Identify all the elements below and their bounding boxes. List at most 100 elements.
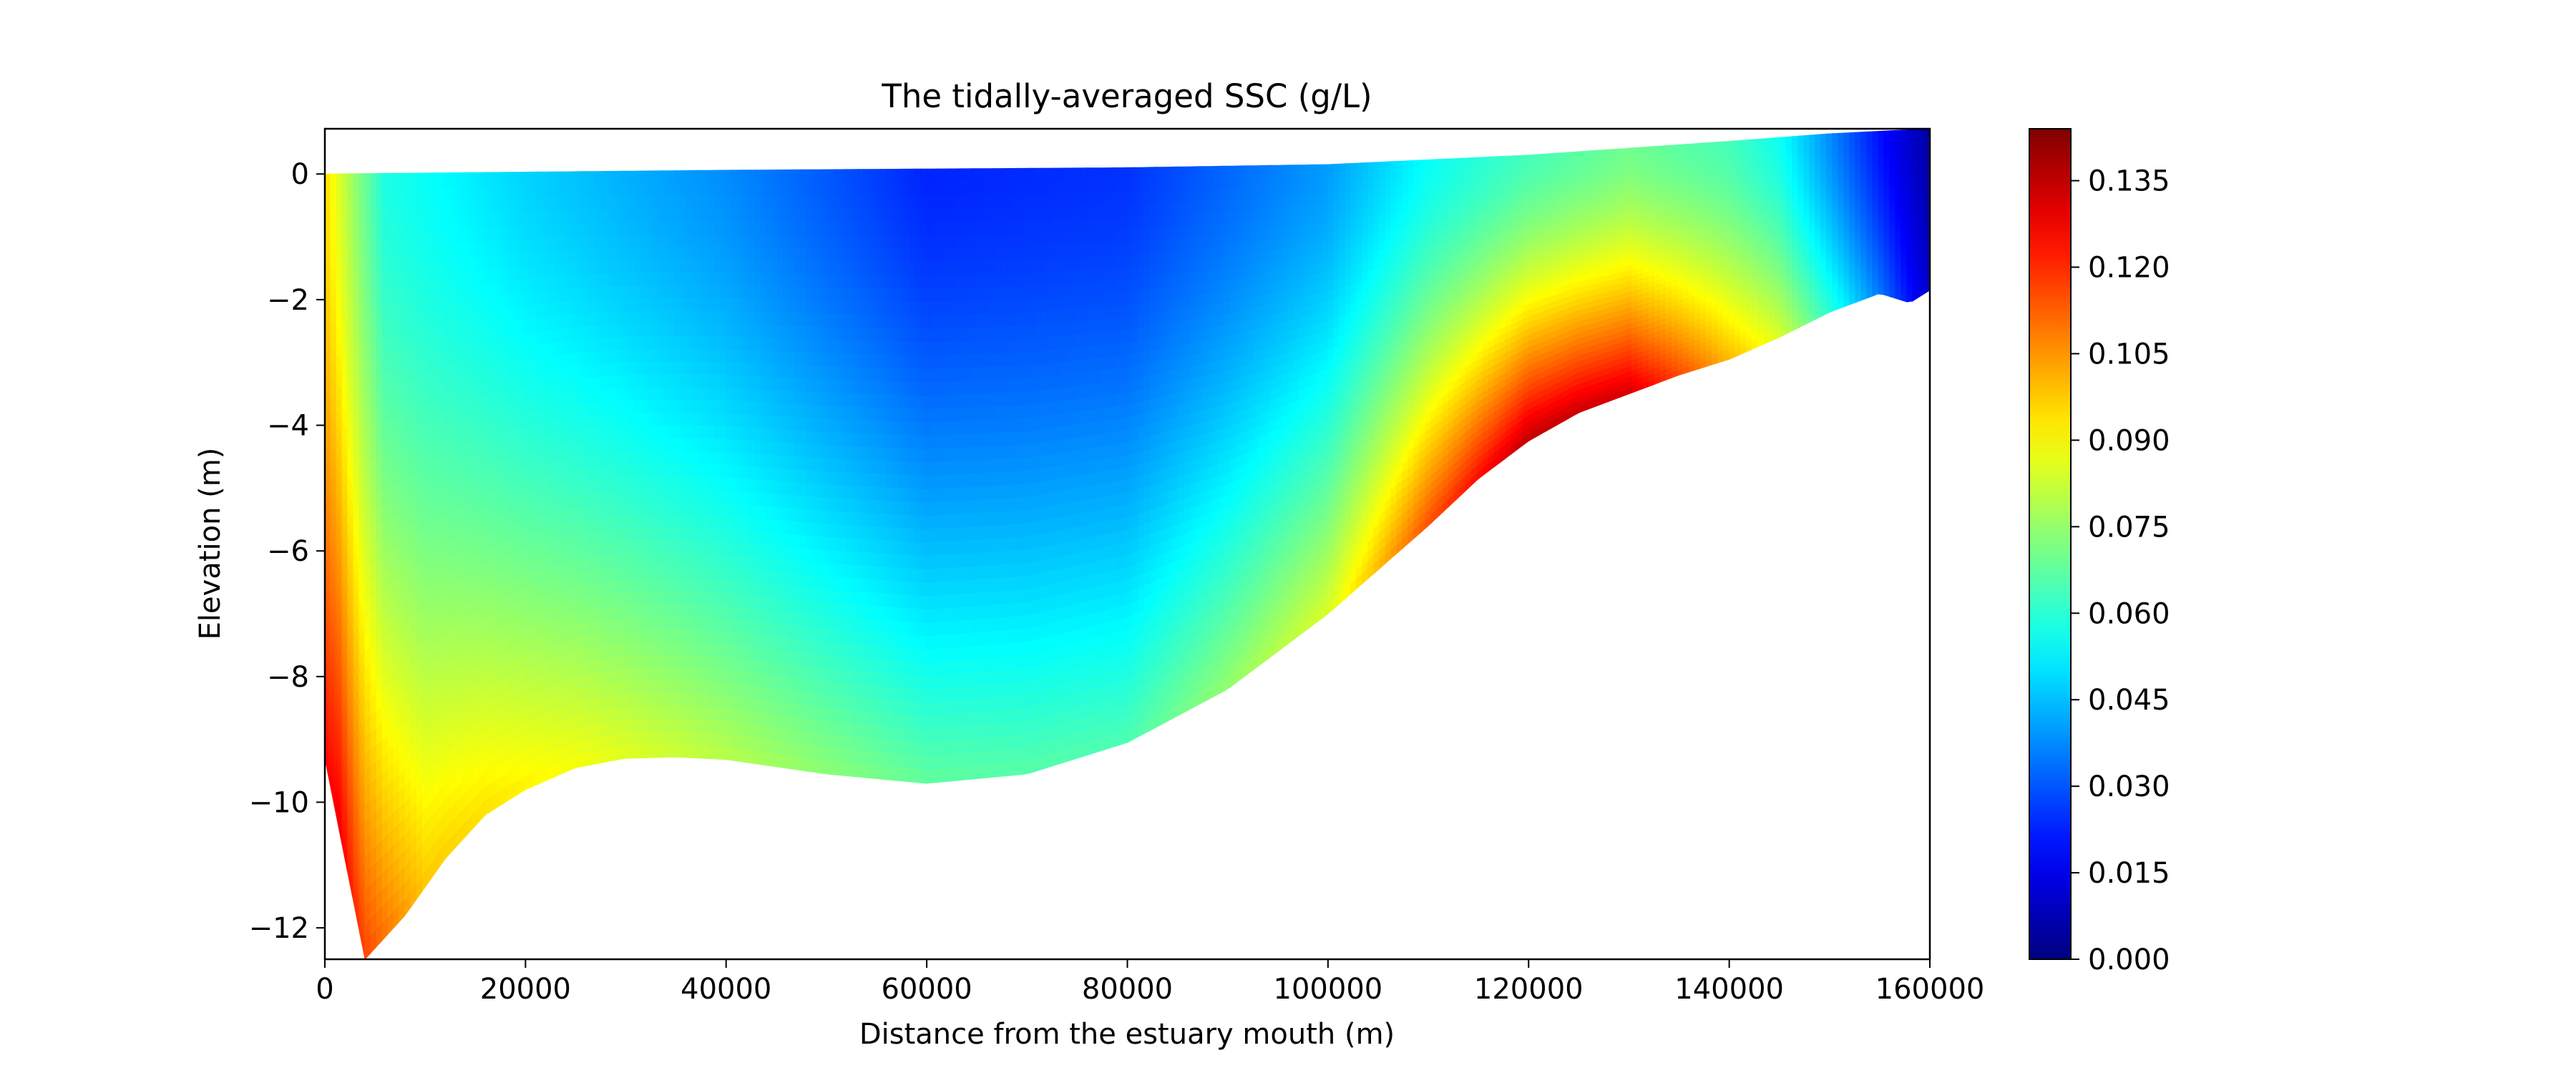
contour-cell (513, 509, 520, 526)
contour-cell (703, 310, 710, 325)
contour-cell (874, 751, 882, 767)
contour-cell (600, 722, 606, 738)
contour-cell (645, 667, 653, 682)
contour-cell (393, 351, 400, 371)
contour-cell (634, 515, 641, 529)
contour-cell (829, 550, 836, 565)
contour-cell (600, 235, 606, 250)
contour-cell (720, 221, 727, 235)
contour-cell (393, 303, 400, 322)
contour-cell (691, 387, 698, 401)
contour-cell (571, 650, 577, 667)
contour-cell (536, 185, 543, 200)
contour-cell (594, 376, 600, 391)
contour-cell (645, 527, 653, 542)
contour-cell (806, 496, 813, 511)
ssc-contour-field (325, 129, 1930, 959)
contour-cell (674, 489, 681, 503)
contour-cell (536, 662, 543, 679)
contour-cell (565, 340, 572, 356)
contour-cell (708, 528, 716, 542)
contour-cell (439, 187, 446, 204)
contour-cell (553, 184, 560, 199)
contour-cell (903, 208, 910, 223)
contour-cell (932, 168, 939, 183)
contour-cell (530, 717, 537, 735)
contour-cell (565, 639, 572, 655)
contour-cell (565, 457, 572, 473)
contour-cell (943, 288, 950, 303)
contour-cell (582, 648, 589, 664)
contour-cell (817, 182, 824, 197)
contour-cell (651, 540, 658, 554)
contour-cell (771, 610, 779, 625)
contour-cell (582, 455, 589, 470)
contour-cell (364, 240, 371, 260)
contour-cell (743, 311, 750, 325)
contour-cell (674, 285, 681, 299)
contour-cell (754, 324, 761, 339)
contour-cell (914, 195, 922, 210)
contour-cell (932, 515, 939, 530)
contour-cell (559, 210, 566, 225)
contour-cell (852, 182, 859, 197)
contour-cell (513, 253, 520, 268)
contour-cell (611, 465, 618, 480)
contour-cell (336, 173, 343, 189)
contour-cell (800, 404, 807, 419)
contour-cell (800, 260, 807, 275)
contour-cell (628, 553, 635, 567)
contour-cell (914, 355, 922, 370)
contour-cell (892, 195, 899, 210)
contour-cell (663, 361, 670, 376)
contour-cell (427, 310, 434, 328)
contour-cell (594, 184, 600, 198)
contour-cell (800, 286, 807, 301)
contour-cell (897, 753, 904, 769)
contour-cell (909, 262, 916, 276)
contour-cell (737, 504, 744, 518)
contour-cell (874, 645, 882, 660)
contour-cell (737, 606, 744, 621)
contour-cell (811, 732, 819, 748)
contour-cell (720, 477, 727, 491)
contour-cell (926, 635, 933, 650)
contour-cell (640, 247, 647, 261)
contour-cell (811, 208, 819, 223)
contour-cell (937, 328, 945, 343)
contour-cell (623, 604, 630, 619)
contour-cell (410, 393, 417, 413)
contour-cell (869, 381, 876, 395)
contour-cell (703, 694, 710, 708)
contour-cell (634, 476, 641, 491)
contour-cell (874, 314, 882, 329)
contour-cell (943, 341, 950, 356)
contour-cell (857, 182, 864, 197)
contour-cell (680, 463, 687, 478)
contour-cell (588, 390, 595, 405)
contour-cell (909, 741, 916, 756)
contour-cell (393, 449, 400, 469)
contour-cell (387, 320, 394, 340)
contour-cell (542, 449, 549, 464)
contour-cell (536, 278, 543, 293)
contour-cell (914, 688, 922, 703)
contour-cell (800, 613, 807, 628)
contour-cell (594, 634, 600, 649)
contour-cell (834, 379, 841, 394)
contour-cell (668, 272, 675, 286)
contour-cell (577, 753, 583, 768)
contour-cell (852, 763, 859, 778)
contour-cell (496, 432, 503, 449)
contour-cell (914, 662, 922, 677)
contour-cell (370, 340, 377, 361)
contour-cell (932, 435, 939, 450)
contour-cell (823, 707, 830, 722)
contour-cell (691, 578, 698, 593)
contour-cell (731, 606, 738, 621)
contour-cell (897, 740, 904, 755)
contour-cell (456, 259, 463, 276)
contour-cell (703, 629, 710, 645)
contour-cell (623, 566, 630, 581)
contour-cell (748, 376, 756, 390)
